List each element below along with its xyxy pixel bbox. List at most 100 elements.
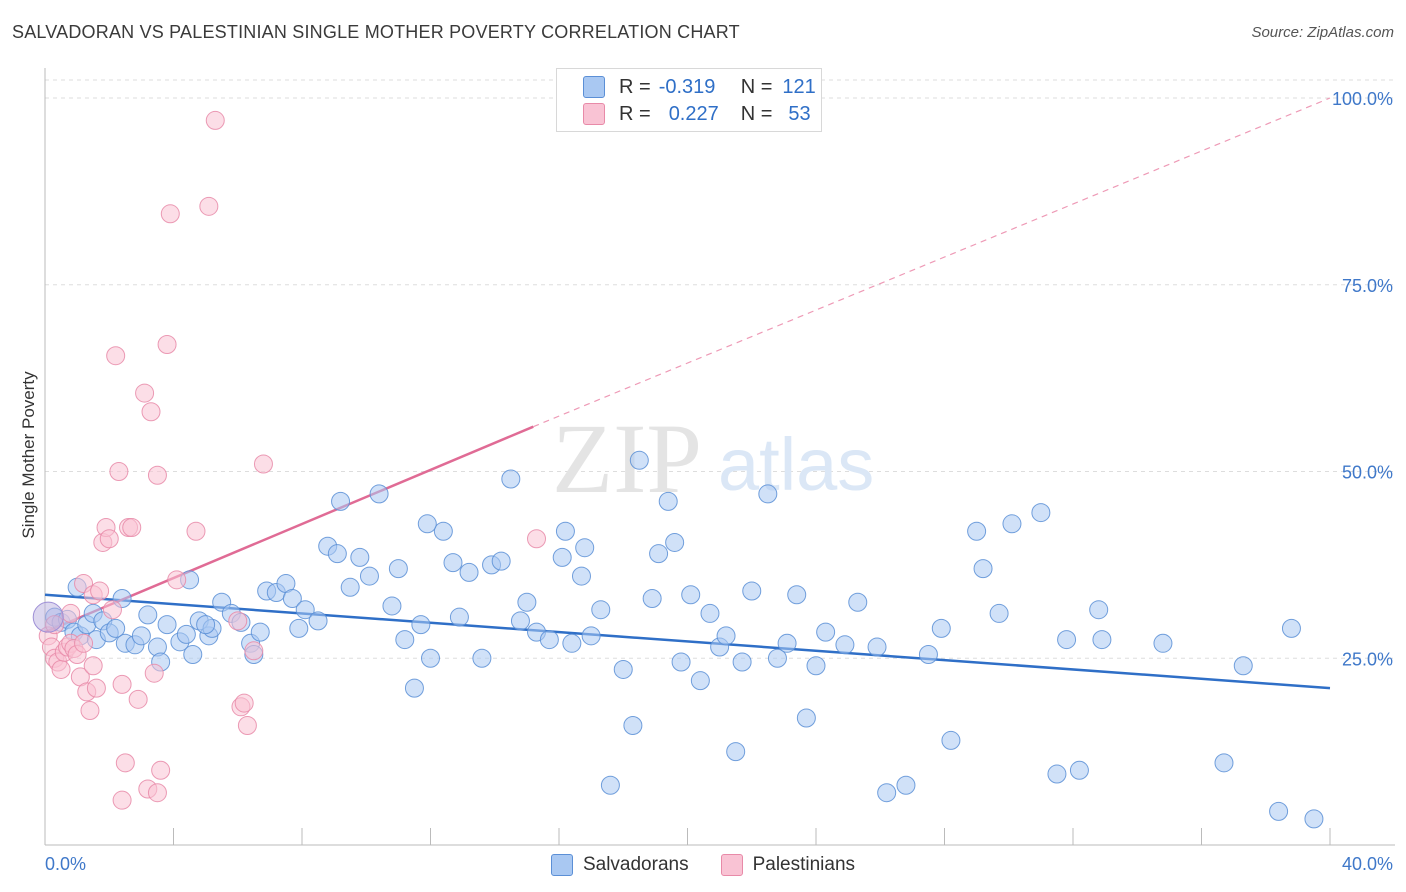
data-point — [90, 581, 110, 601]
data-point — [591, 600, 611, 620]
data-point — [388, 559, 408, 579]
data-point — [99, 529, 119, 549]
source-label: Source: ZipAtlas.com — [1251, 24, 1394, 41]
legend-label: Salvadorans — [582, 854, 689, 875]
data-point — [244, 641, 264, 661]
data-point — [1089, 600, 1109, 620]
data-point — [128, 689, 148, 709]
data-point — [1281, 618, 1301, 638]
data-point — [106, 618, 126, 638]
data-point — [581, 626, 601, 646]
data-point — [1002, 514, 1022, 534]
data-point — [539, 630, 559, 650]
data-point — [459, 562, 479, 582]
data-point — [1057, 630, 1077, 650]
data-point — [138, 605, 158, 625]
data-point — [369, 484, 389, 504]
data-point — [112, 790, 132, 810]
y-tick-labels: 25.0% 50.0% 75.0% 100.0% — [1332, 89, 1393, 669]
data-point — [308, 611, 328, 631]
n-label: N = — [740, 75, 773, 98]
data-point — [186, 521, 206, 541]
data-point — [742, 581, 762, 601]
data-point — [726, 742, 746, 762]
data-point — [109, 462, 129, 481]
data-point — [1233, 656, 1253, 676]
data-point — [282, 588, 302, 608]
data-point — [327, 544, 347, 564]
data-point — [732, 652, 752, 672]
data-point — [102, 600, 122, 620]
data-point — [135, 383, 155, 403]
data-point — [250, 622, 270, 642]
legend-row-salvadorans: R = -0.319 N = 121 — [583, 75, 816, 99]
data-point — [228, 611, 248, 631]
axes — [44, 68, 1395, 846]
data-point — [395, 630, 415, 650]
legend-row-palestinians: R = 0.227 N = 53 — [583, 102, 811, 126]
data-point — [501, 469, 521, 489]
data-point — [571, 566, 591, 586]
series-palestinians — [38, 110, 547, 810]
data-point — [106, 346, 126, 366]
x-tick-labels: 0.0% 40.0% — [45, 854, 1393, 874]
data-point — [918, 645, 938, 665]
x-tick-label: 0.0% — [45, 854, 86, 874]
data-point — [690, 671, 710, 691]
data-point — [141, 402, 161, 422]
data-point — [600, 775, 620, 795]
data-point — [716, 626, 736, 646]
salvadorans-swatch — [550, 854, 573, 876]
series-legend: Salvadorans Palestinians — [0, 852, 1406, 878]
data-point — [1031, 503, 1051, 523]
data-point — [931, 618, 951, 638]
y-tick-label: 25.0% — [1342, 649, 1393, 669]
legend-item-palestinians[interactable]: Palestinians — [720, 854, 856, 876]
data-point — [642, 588, 662, 608]
watermark-atlas: atlas — [718, 423, 874, 506]
data-point — [157, 615, 177, 635]
r-label: R = — [619, 75, 651, 98]
salvadorans-swatch — [583, 76, 605, 98]
data-point — [835, 635, 855, 655]
y-tick-label: 75.0% — [1342, 276, 1393, 296]
legend-label: Palestinians — [752, 854, 856, 875]
data-point — [989, 603, 1009, 623]
data-point — [1092, 630, 1112, 650]
data-point — [144, 663, 164, 683]
data-point — [183, 645, 203, 665]
data-point — [417, 514, 437, 534]
data-point — [700, 603, 720, 623]
data-point — [199, 196, 219, 216]
data-point — [767, 648, 787, 668]
data-point — [510, 611, 530, 631]
palestinians-swatch — [720, 854, 743, 876]
data-point — [340, 577, 360, 597]
data-point — [433, 521, 453, 541]
data-point — [658, 491, 678, 511]
data-point — [83, 656, 103, 676]
gridlines — [45, 79, 1395, 659]
data-point — [787, 585, 807, 605]
data-point — [86, 678, 106, 698]
palestinians-swatch — [583, 103, 605, 125]
data-point — [555, 521, 575, 541]
n-label: N = — [740, 102, 773, 125]
data-point — [443, 553, 463, 573]
data-point — [51, 659, 71, 679]
data-point — [382, 596, 402, 616]
data-point — [131, 626, 151, 646]
data-point — [359, 566, 379, 586]
data-point — [112, 674, 132, 694]
r-label: R = — [619, 102, 651, 125]
trend-line-salvadorans — [44, 593, 1331, 690]
data-point — [777, 633, 797, 653]
data-point — [115, 753, 135, 773]
data-point — [160, 204, 180, 224]
data-point — [758, 484, 778, 504]
data-point — [421, 648, 440, 668]
legend-item-salvadorans[interactable]: Salvadorans — [550, 854, 689, 876]
data-point — [816, 622, 836, 642]
data-point — [157, 335, 177, 355]
data-point — [1153, 633, 1173, 653]
